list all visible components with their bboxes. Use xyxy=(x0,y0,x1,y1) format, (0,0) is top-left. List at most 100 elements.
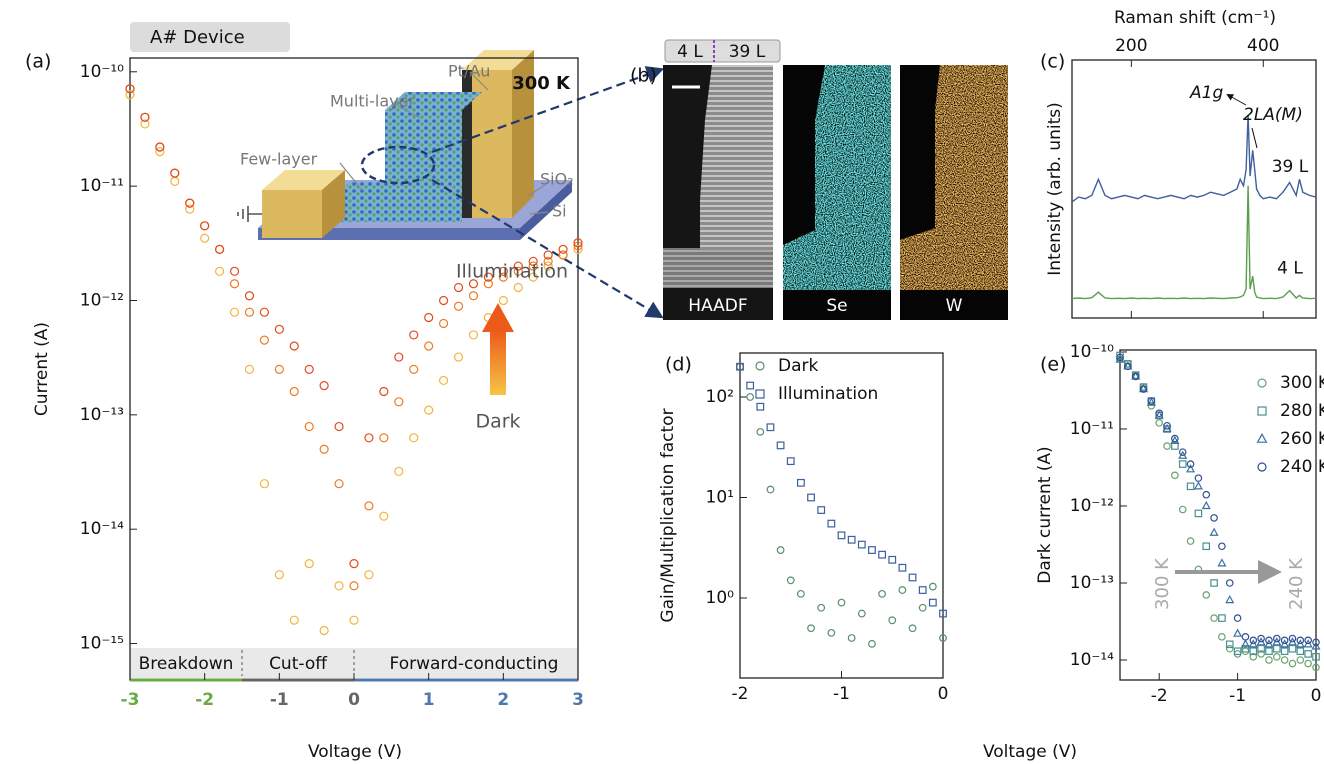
point xyxy=(1195,482,1202,488)
point xyxy=(1211,515,1217,521)
point xyxy=(1242,648,1248,654)
point xyxy=(320,382,328,390)
point xyxy=(380,512,388,520)
inset-label: SiO₂ xyxy=(540,170,574,189)
point xyxy=(410,434,418,442)
point xyxy=(1227,580,1233,586)
point xyxy=(1266,648,1272,654)
point xyxy=(380,388,388,396)
x-tick-label: 3 xyxy=(572,690,584,710)
x-tick-label: -1 xyxy=(833,684,850,704)
point xyxy=(1218,559,1225,565)
point xyxy=(1211,580,1217,586)
y-axis-label: Current (A) xyxy=(32,322,52,416)
point xyxy=(305,423,313,431)
point xyxy=(425,314,433,322)
y-axis-label: Gain/Multiplication factor xyxy=(658,408,678,622)
point xyxy=(1219,634,1225,640)
point xyxy=(1281,657,1287,663)
panel-label: (e) xyxy=(1040,354,1067,376)
point xyxy=(869,547,876,554)
point xyxy=(1289,646,1295,652)
x-tick-label: -3 xyxy=(121,690,140,710)
point xyxy=(1227,646,1233,652)
point xyxy=(787,577,794,584)
point xyxy=(787,458,794,465)
plot-frame xyxy=(1120,350,1316,680)
point xyxy=(395,353,403,361)
y-tick-label: 10⁻¹⁴ xyxy=(1070,650,1114,670)
point xyxy=(1203,492,1209,498)
panel-b: (b) 4 L 39 L HAADF Se W xyxy=(630,40,1008,320)
point xyxy=(1187,538,1193,544)
arrow-label: 300 K xyxy=(1152,557,1173,610)
point xyxy=(290,342,298,350)
x-tick-label: 0 xyxy=(938,684,949,704)
y-tick-label: 10¹ xyxy=(706,488,734,508)
point xyxy=(767,486,774,493)
point xyxy=(808,625,815,632)
legend-label: 240 K xyxy=(1280,457,1324,477)
arrow-label: 240 K xyxy=(1286,557,1307,610)
point xyxy=(1274,646,1280,652)
point xyxy=(410,365,418,373)
image-label: Se xyxy=(826,296,847,316)
x-tick-label: 200 xyxy=(1115,36,1147,56)
point xyxy=(756,390,764,398)
inset-label: Few-layer xyxy=(240,150,318,169)
peak-arrow xyxy=(1252,128,1257,148)
x-tick-label: 0 xyxy=(348,690,360,710)
series-label: 39 L xyxy=(1272,157,1309,177)
point xyxy=(838,532,845,539)
point xyxy=(305,365,313,373)
point xyxy=(335,423,343,431)
point xyxy=(919,604,926,611)
point xyxy=(919,587,926,594)
point xyxy=(1281,648,1287,654)
point xyxy=(828,520,835,527)
point xyxy=(808,494,815,501)
x-tick-label: -1 xyxy=(270,690,289,710)
point xyxy=(440,296,448,304)
point xyxy=(889,617,896,624)
point xyxy=(930,599,937,606)
peak-arrow xyxy=(1228,95,1246,105)
point xyxy=(747,382,754,389)
point xyxy=(514,283,522,291)
point xyxy=(818,604,825,611)
point xyxy=(231,280,239,288)
point xyxy=(350,582,358,590)
point xyxy=(1289,660,1295,666)
point xyxy=(260,308,268,316)
point xyxy=(1226,596,1233,602)
y-tick-label: 10⁻¹⁵ xyxy=(80,634,124,654)
point xyxy=(1219,543,1225,549)
point xyxy=(395,467,403,475)
point xyxy=(756,362,764,370)
point xyxy=(395,398,403,406)
point xyxy=(1297,657,1303,663)
point xyxy=(859,610,866,617)
x-tick-label: -2 xyxy=(1151,686,1168,706)
point xyxy=(1203,543,1209,549)
x-axis-label: Raman shift (cm⁻¹) xyxy=(1114,8,1276,28)
point xyxy=(1180,461,1186,467)
x-tick-label: -2 xyxy=(732,684,749,704)
point xyxy=(848,635,855,642)
layer-tag: 39 L xyxy=(729,42,766,62)
point xyxy=(747,394,754,401)
point xyxy=(201,222,209,230)
image-label: HAADF xyxy=(688,296,747,316)
point xyxy=(909,625,916,632)
legend-label: 300 K xyxy=(1280,373,1324,393)
y-tick-label: 10⁻¹² xyxy=(1070,496,1114,516)
x-tick-label: -2 xyxy=(195,690,214,710)
point xyxy=(838,599,845,606)
point xyxy=(899,587,906,594)
point xyxy=(1195,475,1201,481)
x-tick-label: 0 xyxy=(1311,686,1322,706)
point xyxy=(186,199,194,207)
point xyxy=(365,571,373,579)
point xyxy=(469,292,477,300)
point xyxy=(909,574,916,581)
